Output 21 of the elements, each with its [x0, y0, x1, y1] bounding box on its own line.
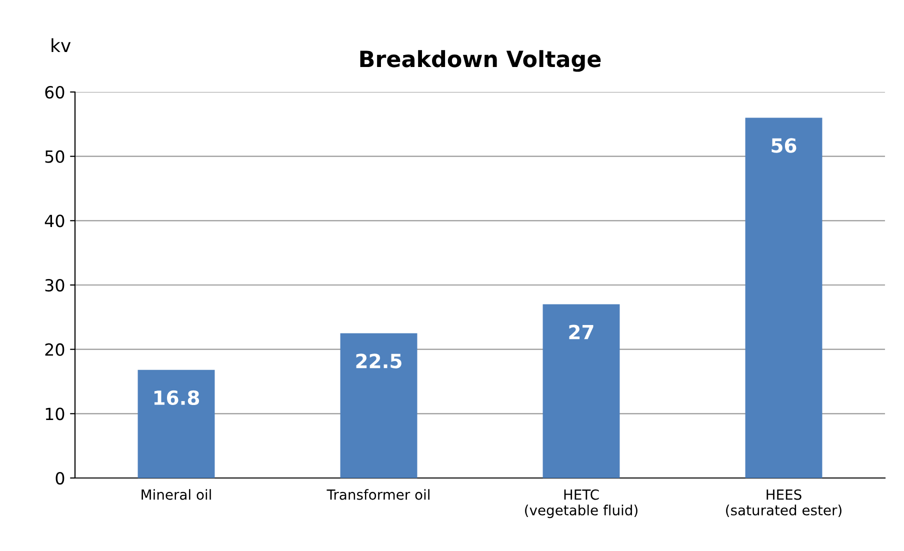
bar: [745, 118, 822, 478]
x-tick-label: Mineral oil: [142, 489, 211, 500]
chart-title: Breakdown Voltage: [360, 50, 601, 72]
x-tick-label: HETC (vegetable fluid): [525, 489, 638, 518]
y-tick-label: 0: [56, 472, 64, 485]
y-tick-label: 30: [45, 278, 64, 292]
y-axis-title: kv: [52, 38, 71, 52]
data-label: 16.8: [154, 390, 200, 406]
y-tick-label: 20: [45, 343, 64, 356]
y-tick-label: 60: [45, 86, 64, 99]
data-label: 27: [569, 324, 594, 340]
bar: [138, 370, 215, 478]
bar: [340, 333, 418, 478]
x-tick-label: HEES (saturated ester): [726, 489, 842, 518]
y-tick-label: 10: [46, 408, 64, 420]
data-label: 56: [772, 138, 796, 153]
bar: [542, 304, 620, 478]
data-label: 22.5: [356, 354, 402, 368]
x-tick-label: Transformer oil: [326, 489, 430, 500]
y-tick-label: 50: [45, 150, 64, 163]
y-tick-label: 40: [44, 214, 64, 228]
